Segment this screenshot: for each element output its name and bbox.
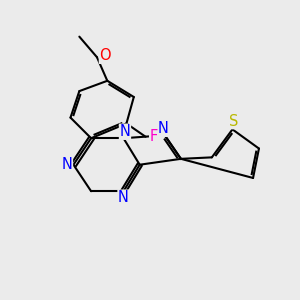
Text: F: F	[150, 129, 158, 144]
Text: N: N	[119, 124, 130, 139]
Text: O: O	[99, 48, 111, 63]
Text: N: N	[61, 157, 72, 172]
Text: S: S	[229, 114, 239, 129]
Text: N: N	[158, 121, 169, 136]
Text: N: N	[118, 190, 129, 205]
